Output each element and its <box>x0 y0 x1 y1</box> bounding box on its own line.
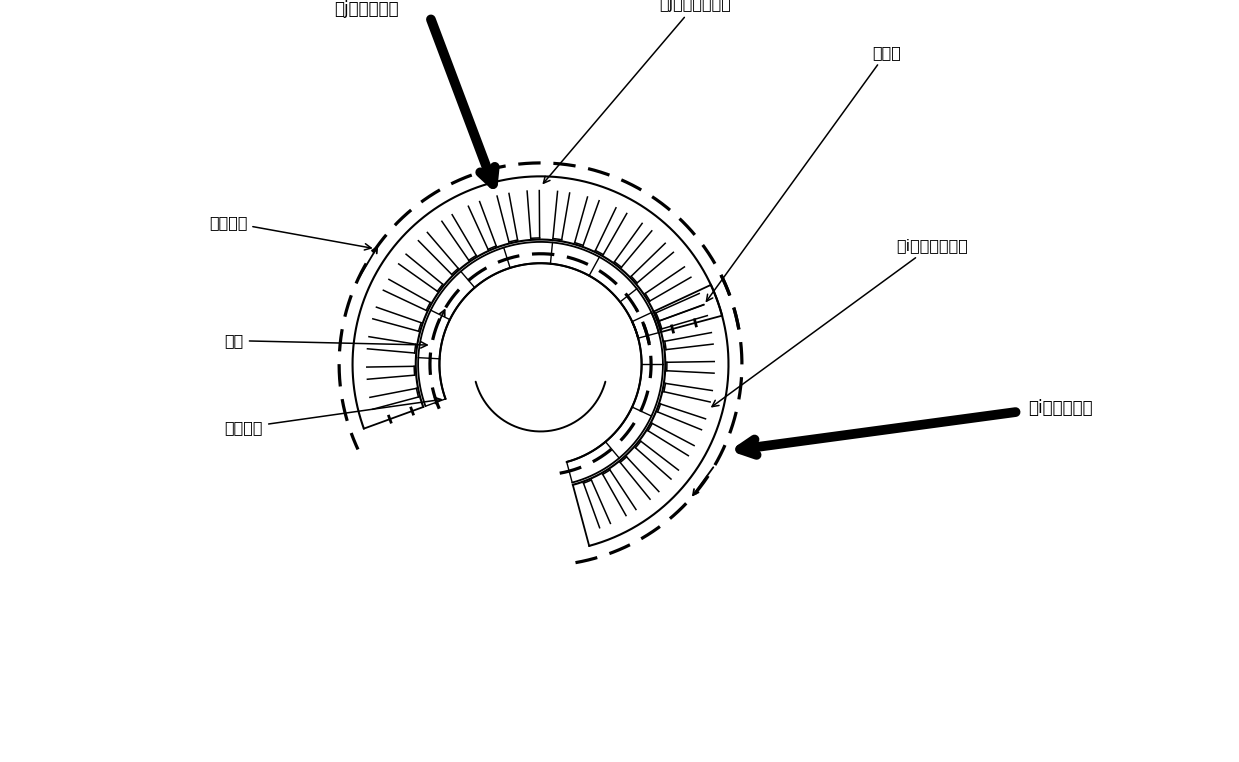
Text: 磁馒: 磁馒 <box>224 333 427 348</box>
Text: 电机定子: 电机定子 <box>209 215 372 250</box>
Text: 第j个单元电机齿: 第j个单元电机齿 <box>544 0 731 183</box>
Text: 电机转子: 电机转子 <box>224 397 441 435</box>
Text: 第i个单元电机: 第i个单元电机 <box>1028 399 1093 417</box>
Text: 第i个单元电机齿: 第i个单元电机齿 <box>712 239 968 407</box>
Text: 第j个单元电机: 第j个单元电机 <box>335 0 399 18</box>
Text: 过渡槽: 过渡槽 <box>706 45 901 301</box>
